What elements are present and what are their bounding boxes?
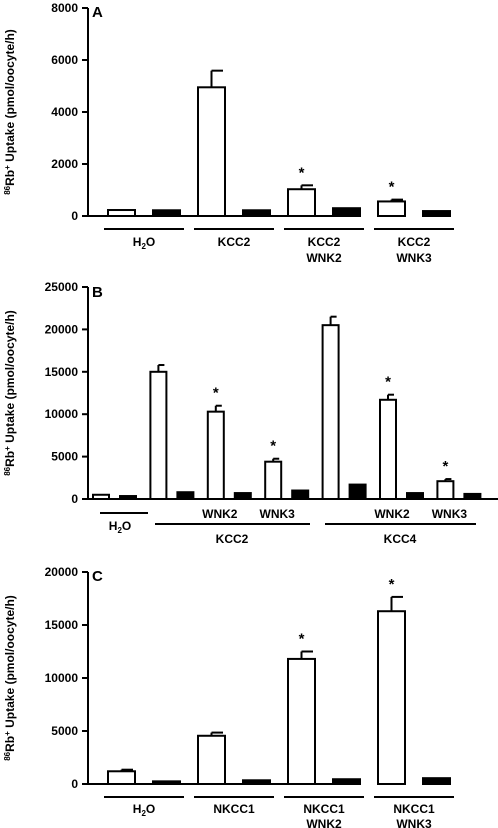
sub-label: WNK3 [432, 507, 468, 521]
black-bar [406, 492, 424, 500]
y-tick-label: 10000 [45, 671, 79, 685]
black-bar [332, 778, 361, 785]
y-axis-label: 86Rb+ Uptake (pmol/oocyte/h) [3, 595, 17, 761]
white-bar [287, 188, 316, 218]
y-tick-label: 4000 [51, 105, 78, 119]
y-tick-label: 0 [71, 777, 78, 791]
sub-label: WNK2 [374, 507, 410, 521]
y-tick-label: 5000 [51, 724, 78, 738]
significance-star: * [213, 385, 219, 402]
black-bar [332, 207, 361, 217]
white-bar [377, 610, 406, 785]
y-tick-label: 6000 [51, 53, 78, 67]
significance-star: * [389, 179, 395, 196]
panel-letter: A [92, 4, 103, 21]
panel-C: 0 5000 10000 15000 20000 C 86Rb+ Uptake (pmol/… [3, 565, 454, 828]
y-tick-label: 0 [71, 492, 78, 506]
sub-label: WNK3 [260, 507, 296, 521]
significance-star: * [299, 164, 305, 181]
y-tick-label: 2000 [51, 157, 78, 171]
group-label: KCC2 [398, 235, 431, 249]
white-bar [206, 410, 225, 501]
group-label-line2: WNK2 [306, 251, 342, 265]
white-bar [377, 200, 406, 218]
group-label: KCC2 [308, 235, 341, 249]
group-label: H2O [133, 802, 155, 818]
panel-A: 0 2000 4000 6000 8000 A 86Rb+ Uptake (pmol/ooc… [3, 1, 454, 265]
black-bar [242, 209, 271, 217]
y-tick-label: 20000 [45, 322, 79, 336]
y-tick-label: 15000 [45, 618, 79, 632]
significance-star: * [270, 438, 276, 455]
black-bar [152, 209, 181, 217]
black-bar [463, 492, 482, 500]
y-tick-label: 25000 [45, 280, 79, 294]
y-tick-label: 15000 [45, 365, 79, 379]
significance-star: * [299, 631, 305, 648]
black-bar [422, 777, 451, 785]
white-bar [436, 480, 455, 500]
group-label: H2O [133, 235, 155, 251]
white-bar [321, 324, 340, 500]
white-bar [149, 370, 168, 500]
sub-label: WNK2 [202, 507, 238, 521]
y-tick-label: 5000 [51, 450, 78, 464]
white-bar [287, 657, 316, 785]
group-label-h2o: H2O [109, 519, 131, 535]
white-bar [379, 398, 397, 500]
y-tick-label: 10000 [45, 407, 79, 421]
black-bar [152, 780, 181, 785]
white-bar [197, 734, 226, 786]
y-axis-label: 86Rb+ Uptake (pmol/oocyte/h) [3, 29, 17, 195]
bracket-label: KCC4 [384, 532, 417, 546]
black-bar [176, 491, 195, 501]
y-tick-label: 8000 [51, 1, 78, 15]
panel-letter: C [92, 568, 103, 585]
white-bar [264, 460, 283, 500]
y-axis-label: 86Rb+ Uptake (pmol/oocyte/h) [3, 310, 17, 476]
y-tick-label: 0 [71, 209, 78, 223]
group-label-line2: WNK3 [396, 817, 432, 828]
group-label: NKCC1 [213, 802, 255, 816]
bracket-label: KCC2 [216, 532, 249, 546]
group-label: KCC2 [218, 235, 251, 249]
significance-star: * [442, 458, 448, 475]
group-label: NKCC1 [303, 802, 345, 816]
significance-star: * [389, 576, 395, 593]
black-bar [422, 210, 451, 217]
white-bar [107, 209, 136, 218]
panel-letter: B [92, 284, 103, 301]
white-bar [92, 493, 110, 501]
black-bar [242, 779, 271, 785]
white-bar [197, 86, 226, 217]
significance-star: * [385, 374, 391, 391]
black-bar [291, 489, 310, 500]
white-bar [107, 770, 136, 786]
panel-B: 0 5000 10000 15000 20000 25000 B 86Rb+ Uptake (… [3, 280, 498, 546]
black-bar [119, 495, 137, 501]
group-label: NKCC1 [393, 802, 435, 816]
black-bar [348, 483, 367, 501]
y-tick-label: 20000 [45, 565, 79, 579]
group-label-line2: WNK3 [396, 251, 432, 265]
group-label-line2: WNK2 [306, 817, 342, 828]
black-bar [233, 492, 252, 500]
